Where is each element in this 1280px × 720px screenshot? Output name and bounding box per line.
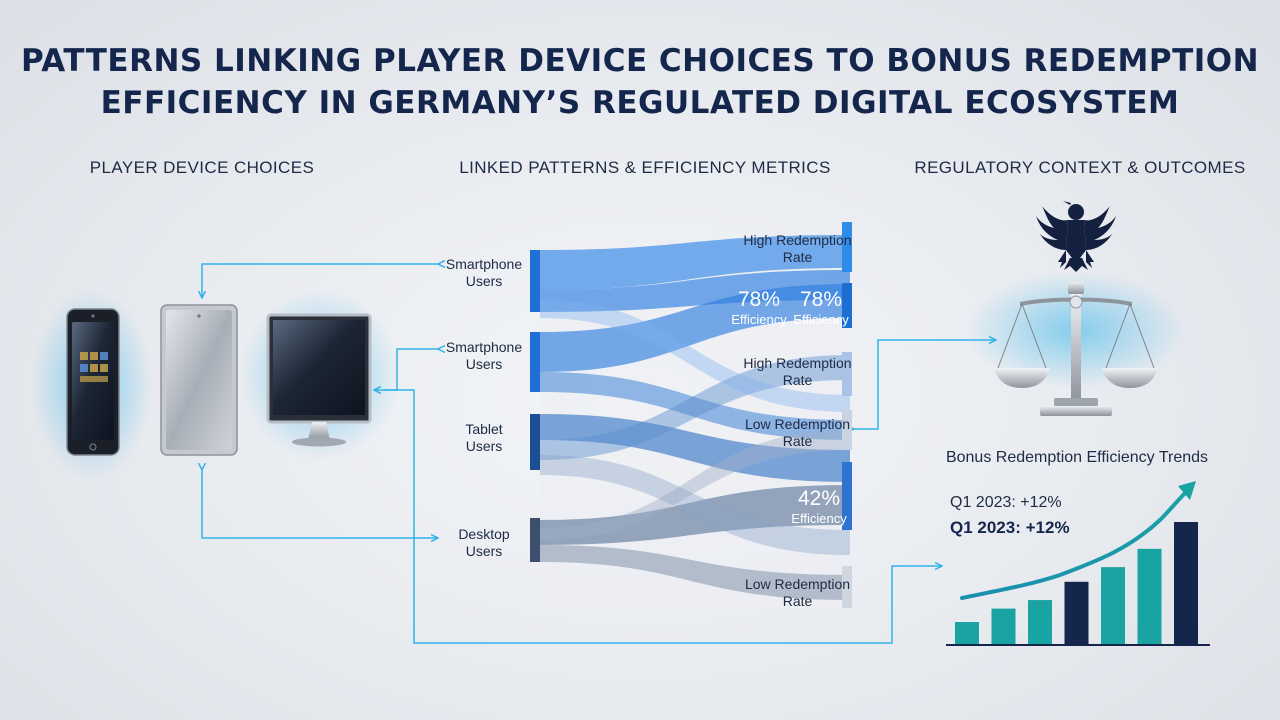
source-label-tablet-users: Tablet Users	[434, 421, 534, 455]
column-heading-device-choices: PLAYER DEVICE CHOICES	[89, 158, 315, 177]
trend-note-bold: Q1 2023: +12%	[950, 518, 1070, 537]
source-label-line: Users	[465, 273, 503, 289]
trend-bar	[1028, 600, 1052, 644]
metric-efficiency-2: 78% Efficiency	[786, 288, 856, 327]
metric-label: Efficiency	[731, 312, 787, 327]
trend-bar	[1064, 581, 1089, 644]
title-line-1: PATTERNS LINKING PLAYER DEVICE CHOICES T…	[20, 43, 1260, 79]
connector-arrows	[202, 264, 996, 644]
metric-efficiency-3: 42% Efficiency	[782, 487, 856, 526]
page-title: PATTERNS LINKING PLAYER DEVICE CHOICES T…	[0, 40, 1280, 124]
metric-value: 78%	[799, 288, 843, 311]
source-label-smartphone-users-1: Smartphone Users	[434, 256, 534, 290]
target-label-low-redemption-1: Low Redemption Rate	[735, 416, 860, 450]
column-heading-regulatory-context: REGULATORY CONTEXT & OUTCOMES	[914, 158, 1246, 177]
trend-bar	[991, 608, 1016, 644]
sankey-target-nodes	[842, 222, 852, 608]
target-label-line: Rate	[782, 593, 813, 609]
smartphone-icon	[66, 308, 120, 456]
target-label-line: Rate	[782, 433, 813, 449]
source-label-line: Tablet	[465, 421, 503, 437]
tablet-icon	[160, 304, 238, 456]
trend-bar	[1174, 522, 1198, 644]
trend-chart-title: Bonus Redemption Efficiency Trends	[945, 449, 1209, 466]
source-label-smartphone-users-2: Smartphone Users	[434, 339, 534, 373]
trend-bar	[1137, 548, 1162, 644]
trend-note: Q1 2023: +12%	[950, 494, 1062, 511]
title-line-2: EFFICIENCY IN GERMANY’S REGULATED DIGITA…	[100, 85, 1180, 121]
source-label-line: Users	[465, 543, 503, 559]
target-label-line: High Redemption	[743, 232, 852, 248]
sankey-source-nodes	[530, 250, 540, 562]
trend-bar	[1101, 567, 1125, 644]
source-label-line: Smartphone	[445, 339, 523, 355]
trend-bar	[955, 622, 979, 644]
source-label-line: Smartphone	[445, 256, 523, 272]
target-label-low-redemption-2: Low Redemption Rate	[735, 576, 860, 610]
source-label-desktop-users: Desktop Users	[434, 526, 534, 560]
metric-label: Efficiency	[791, 511, 847, 526]
column-heading-linked-patterns: LINKED PATTERNS & EFFICIENCY METRICS	[459, 158, 831, 177]
target-label-line: High Redemption	[743, 355, 852, 371]
eagle-emblem-icon	[1036, 201, 1116, 272]
source-label-line: Users	[465, 438, 503, 454]
metric-efficiency-1: 78% Efficiency	[724, 288, 794, 327]
target-label-line: Rate	[782, 249, 813, 265]
target-label-high-redemption-1: High Redemption Rate	[735, 232, 860, 266]
metric-value: 78%	[737, 288, 781, 311]
scales-of-justice-icon	[966, 272, 1186, 416]
source-label-line: Desktop	[458, 526, 510, 542]
target-label-line: Low Redemption	[744, 576, 851, 592]
source-label-line: Users	[465, 356, 503, 372]
metric-label: Efficiency	[793, 312, 849, 327]
trend-arrow-line	[960, 488, 1190, 600]
target-label-high-redemption-2: High Redemption Rate	[735, 355, 860, 389]
desktop-monitor-icon	[266, 313, 372, 447]
trend-arrowhead-icon	[1178, 481, 1196, 500]
sankey-flows	[540, 228, 850, 608]
efficiency-trend-chart	[946, 481, 1210, 646]
target-label-line: Rate	[782, 372, 813, 388]
target-label-line: Low Redemption	[744, 416, 851, 432]
devices-group	[32, 290, 400, 480]
metric-value: 42%	[797, 487, 841, 510]
